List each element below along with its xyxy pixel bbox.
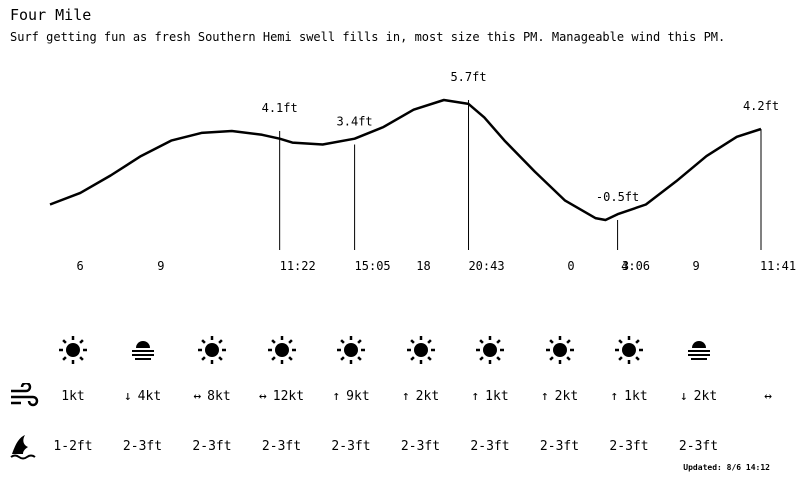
- hour-tick-label: 18: [416, 259, 430, 273]
- sunny-icon: [594, 333, 664, 367]
- wave-icon: [8, 429, 40, 463]
- wind-cell: ↑ 2kt: [525, 379, 595, 413]
- tide-height-label: 5.7ft: [450, 70, 486, 84]
- haze-icon: [108, 333, 178, 367]
- wind-speed: 1kt: [61, 388, 85, 404]
- surf-height: 2-3ft: [192, 438, 232, 454]
- wind-direction-arrow: ↓: [123, 388, 132, 404]
- wind-cell: ↑ 1kt: [455, 379, 525, 413]
- sunny-icon: [247, 333, 317, 367]
- sunny-icon: [316, 333, 386, 367]
- wind-cell: ↔ 12kt: [247, 379, 317, 413]
- sunny-icon: [177, 333, 247, 367]
- wind-cell: ↑ 1kt: [594, 379, 664, 413]
- wind-speed: 1kt: [624, 388, 648, 404]
- surf-height: 2-3ft: [539, 438, 580, 454]
- hour-tick-label: 3: [622, 259, 629, 273]
- surf-row: 1-2ft 2-3ft 2-3ft 2-3ft 2-3ft 2-3ft 2-3ft 2-3ft…: [0, 429, 800, 463]
- hour-tick-label: 6: [76, 259, 83, 273]
- sunny-icon: [455, 333, 525, 367]
- wind-speed: 2kt: [415, 388, 440, 404]
- weather-row: [0, 333, 800, 367]
- surf-height: 2-3ft: [331, 438, 371, 454]
- surf-height: 1-2ft: [53, 438, 93, 454]
- forecast-summary: Surf getting fun as fresh Southern Hemi …: [10, 30, 726, 44]
- wind-cell: ↔: [733, 379, 800, 413]
- wind-speed: 1kt: [485, 388, 509, 404]
- wind-direction-arrow: ↑: [332, 388, 341, 404]
- wind-speed: 4kt: [137, 388, 162, 404]
- wind-speed: 9kt: [346, 388, 370, 404]
- tide-time-label: 11:41: [760, 259, 796, 273]
- wind-direction-arrow: ↔: [764, 388, 772, 404]
- tide-height-label: -0.5ft: [596, 190, 639, 204]
- wind-speed: 2kt: [554, 388, 579, 404]
- tide-height-label: 4.1ft: [262, 101, 298, 115]
- wind-direction-arrow: ↑: [610, 388, 619, 404]
- wind-cell: ↓ 2kt: [664, 379, 734, 413]
- sunny-icon: [38, 333, 108, 367]
- sunny-icon: [525, 333, 595, 367]
- tide-time-label: 4:06: [621, 259, 650, 273]
- surf-height: 2-3ft: [400, 438, 441, 454]
- wind-speed: 2kt: [693, 388, 718, 404]
- wind-direction-arrow: ↑: [540, 388, 549, 404]
- wind-cell: ↑ 2kt: [386, 379, 456, 413]
- surf-height: 2-3ft: [261, 438, 302, 454]
- surf-height: 2-3ft: [678, 438, 719, 454]
- haze-icon: [664, 333, 734, 367]
- tide-height-label: 4.2ft: [743, 99, 779, 113]
- surf-height: 2-3ft: [122, 438, 163, 454]
- hour-tick-label: 9: [157, 259, 164, 273]
- tide-height-label: 3.4ft: [337, 115, 373, 129]
- wind-direction-arrow: ↔: [193, 388, 202, 404]
- wind-direction-arrow: ↔: [258, 388, 267, 404]
- tide-curve: [49, 98, 762, 222]
- surf-height: 2-3ft: [609, 438, 649, 454]
- wind-cell: 1kt: [38, 379, 108, 413]
- tide-time-label: 20:43: [468, 259, 504, 273]
- wind-row: 1kt ↓ 4kt ↔ 8kt ↔ 12kt ↑ 9kt ↑ 2kt ↑ 1kt ↑ 2kt ↑ 1kt ↓ 2kt…: [0, 379, 800, 413]
- sunny-icon: [386, 333, 456, 367]
- hour-tick-label: 0: [567, 259, 574, 273]
- wind-direction-arrow: ↑: [471, 388, 480, 404]
- wind-speed: 12kt: [272, 388, 305, 404]
- hour-tick-label: 9: [693, 259, 700, 273]
- wind-direction-arrow: ↓: [679, 388, 688, 404]
- wind-direction-arrow: ↑: [401, 388, 410, 404]
- wind-cell: ↓ 4kt: [108, 379, 178, 413]
- wind-icon: [8, 379, 40, 413]
- tide-time-label: 15:05: [355, 259, 391, 273]
- wind-speed: 8kt: [207, 388, 231, 404]
- surf-height: 2-3ft: [470, 438, 510, 454]
- wind-cell: ↑ 9kt: [316, 379, 386, 413]
- tide-time-label: 11:22: [280, 259, 316, 273]
- updated-timestamp: Updated: 8/6 14:12: [683, 463, 770, 472]
- wind-cell: ↔ 8kt: [177, 379, 247, 413]
- tide-chart: 4.1ft 11:22 3.4ft 15:05 5.7ft 20:43 -0.5ft 4:06…: [49, 70, 796, 273]
- spot-title: Four Mile: [10, 6, 92, 24]
